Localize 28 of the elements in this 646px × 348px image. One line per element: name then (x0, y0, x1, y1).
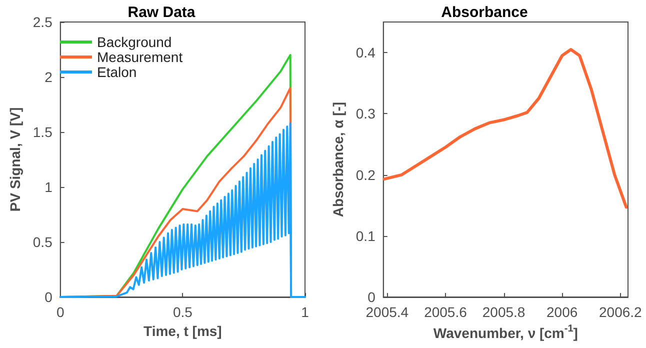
legend-label: Background (97, 34, 172, 50)
x-tick-label: 0 (56, 304, 64, 320)
y-tick-label: 1.5 (32, 124, 53, 140)
x-tick-label: 2005.8 (482, 304, 526, 320)
chart-title: Absorbance (441, 4, 528, 21)
y-axis-title: Absorbance, α [-] (330, 102, 346, 218)
y-tick-label: 0 (368, 289, 376, 305)
y-tick-label: 0.4 (356, 44, 376, 61)
legend-label: Measurement (97, 49, 183, 65)
legend-label: Etalon (97, 64, 137, 80)
x-tick-label: 2006.2 (599, 304, 642, 320)
x-tick-label: 2006 (546, 304, 578, 320)
line-series (382, 48, 628, 209)
y-tick-label: 1 (44, 179, 53, 195)
y-tick-label: 0.3 (356, 106, 376, 122)
x-axis-title: Time, t [ms] (144, 322, 222, 339)
y-tick-label: 2 (44, 69, 53, 85)
x-tick-label: 0.5 (172, 304, 193, 320)
y-tick-label: 2.5 (32, 14, 53, 30)
y-axis-title: PV Signal, V [V] (7, 107, 23, 212)
y-tick-label: 0.1 (356, 228, 376, 244)
chart-title: Raw Data (128, 4, 196, 21)
x-tick-label: 2005.6 (424, 304, 468, 320)
y-tick-label: 0 (44, 289, 53, 305)
x-tick-label: 2005.4 (366, 304, 409, 320)
x-tick-label: 1 (301, 304, 310, 320)
y-tick-label: 0.5 (32, 234, 53, 250)
y-tick-label: 0.2 (356, 166, 376, 183)
